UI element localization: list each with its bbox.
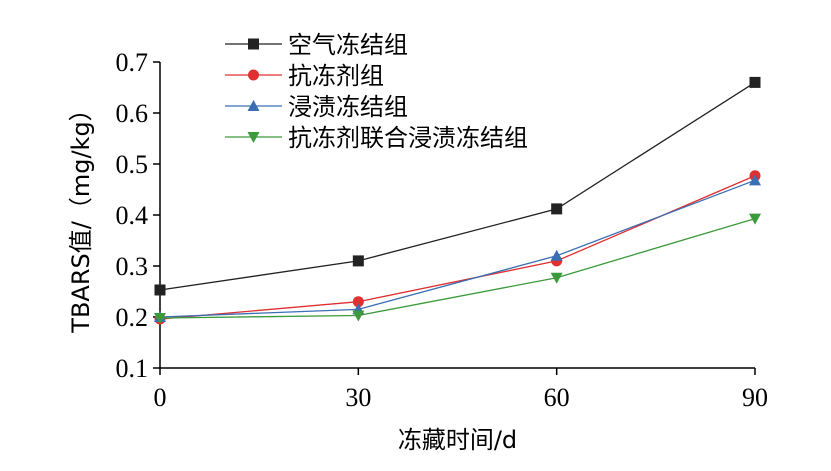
legend-marker — [247, 132, 260, 143]
legend-label: 空气冻结组 — [288, 31, 408, 59]
data-point — [154, 313, 166, 325]
data-point — [352, 255, 364, 267]
x-tick-label: 90 — [742, 383, 768, 412]
series-line — [159, 217, 756, 319]
y-tick-label: 0.7 — [116, 48, 149, 77]
series-line — [159, 175, 756, 320]
series-line — [159, 179, 756, 318]
y-tick-label: 0.1 — [116, 354, 149, 383]
x-tick-label: 30 — [345, 383, 371, 412]
legend-marker — [248, 38, 259, 50]
data-point — [352, 310, 365, 322]
data-point — [551, 203, 563, 215]
legend-item: 抗冻剂联合浸渍冻结组 — [225, 124, 528, 152]
legend-label: 浸渍冻结组 — [288, 93, 408, 121]
legend-label: 抗冻剂组 — [288, 62, 384, 90]
data-point — [550, 272, 563, 284]
data-point — [749, 174, 761, 186]
legend-label: 抗冻剂联合浸渍冻结组 — [288, 124, 528, 152]
series-1 — [154, 170, 761, 325]
data-point — [749, 213, 761, 225]
y-tick-label: 0.3 — [116, 252, 149, 281]
y-tick-label: 0.6 — [116, 99, 149, 128]
series-3 — [154, 213, 761, 325]
y-axis: 0.1 0.2 0.3 0.4 0.5 0.6 0.7 — [116, 48, 161, 383]
y-tick-label: 0.5 — [116, 150, 149, 179]
series-line — [159, 81, 756, 291]
data-point — [154, 284, 166, 296]
series-0 — [154, 76, 761, 296]
data-point — [352, 296, 364, 308]
y-axis-title: TBARS值/（mg/kg） — [67, 97, 95, 333]
x-axis: 0 30 60 90 — [154, 367, 768, 412]
plot-lines — [154, 76, 761, 325]
series-2 — [154, 174, 761, 322]
legend-marker — [247, 100, 260, 111]
y-tick-label: 0.2 — [116, 303, 149, 332]
legend-item: 空气冻结组 — [225, 31, 408, 59]
data-point — [749, 76, 761, 88]
x-tick-label: 60 — [544, 383, 570, 412]
legend-item: 浸渍冻结组 — [225, 93, 408, 121]
x-tick-label: 0 — [154, 383, 167, 412]
x-axis-title: 冻藏时间/d — [398, 426, 517, 454]
data-point — [550, 249, 563, 261]
y-tick-label: 0.4 — [116, 201, 149, 230]
legend-marker — [248, 69, 259, 81]
legend-item: 抗冻剂组 — [225, 62, 384, 90]
